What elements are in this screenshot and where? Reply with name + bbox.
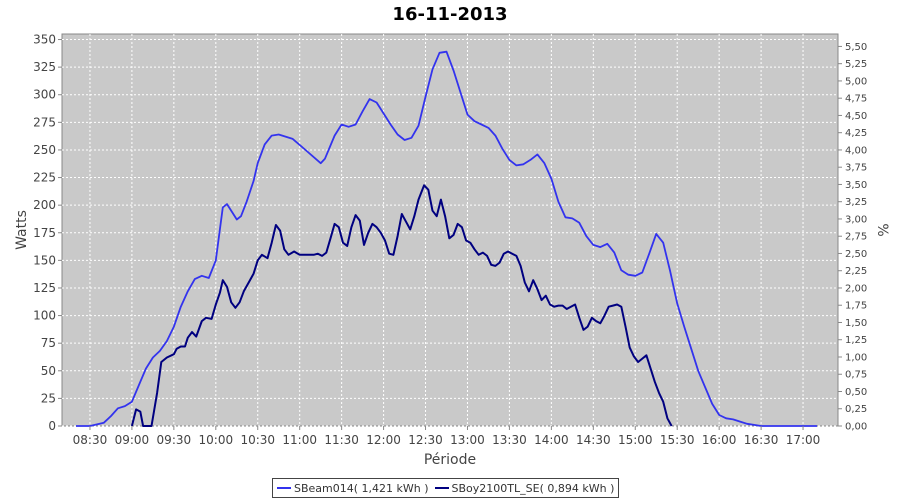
- y2-tick-label: 1,25: [845, 335, 867, 346]
- x-tick-label: 17:00: [786, 433, 821, 447]
- legend: SBeam014( 1,421 kWh ) SBoy2100TL_SE( 0,8…: [272, 478, 620, 498]
- y2-tick-label: 1,75: [845, 301, 867, 312]
- x-tick-label: 11:30: [324, 433, 359, 447]
- y-tick-label: 125: [33, 281, 56, 295]
- x-tick-label: 12:00: [366, 433, 401, 447]
- y-tick-label: 300: [33, 88, 56, 102]
- x-tick-label: 09:00: [115, 433, 150, 447]
- y-tick-label: 175: [33, 226, 56, 240]
- y2-tick-label: 4,50: [845, 111, 867, 122]
- y2-tick-label: 5,25: [845, 59, 867, 70]
- y2-tick-label: 3,50: [845, 180, 867, 191]
- grid-lines: [62, 34, 838, 427]
- y2-tick-label: 0,75: [845, 370, 867, 381]
- plot-area: [61, 33, 839, 427]
- x-tick-label: 12:30: [408, 433, 443, 447]
- x-tick-label: 16:00: [702, 433, 737, 447]
- x-tick-label: 15:00: [618, 433, 653, 447]
- y-tick-label: 225: [33, 171, 56, 185]
- y2-axis-label: %: [874, 223, 890, 236]
- x-tick-label: 14:00: [534, 433, 569, 447]
- x-tick-label: 13:30: [492, 433, 527, 447]
- y-tick-label: 325: [33, 60, 56, 74]
- y2-tick-label: 0,25: [845, 404, 867, 415]
- y-tick-label: 25: [41, 391, 56, 405]
- y2-tick-label: 2,00: [845, 283, 867, 294]
- y-tick-label: 350: [33, 33, 56, 47]
- series-line-2: [130, 184, 673, 427]
- legend-label-series-2: SBoy2100TL_SE( 0,894 kWh ): [451, 481, 615, 495]
- y-tick-label: 200: [33, 198, 56, 212]
- legend-swatch-series-1: [277, 487, 291, 489]
- x-tick-label: 09:30: [157, 433, 192, 447]
- y2-tick-label: 3,00: [845, 214, 867, 225]
- y2-tick-label: 0,50: [845, 387, 867, 398]
- series-line-1: [76, 50, 817, 427]
- x-tick-label: 13:00: [450, 433, 485, 447]
- y-tick-label: 275: [33, 115, 56, 129]
- y-tick-label: 150: [33, 253, 56, 267]
- y2-tick-label: 2,50: [845, 249, 867, 260]
- axes: 0 25 50 75 100 125 150 175 200 225 250 275 300 325 350…: [33, 33, 867, 447]
- x-tick-label: 14:30: [576, 433, 611, 447]
- y2-tick-label: 4,00: [845, 145, 867, 156]
- y-tick-label: 50: [41, 364, 56, 378]
- series-lines: [76, 50, 817, 427]
- y2-tick-label: 1,50: [845, 318, 867, 329]
- legend-swatch-series-2: [434, 487, 449, 489]
- y-tick-label: 75: [41, 336, 56, 350]
- y-tick-label: 0: [48, 419, 56, 433]
- y2-tick-label: 2,75: [845, 232, 867, 243]
- x-tick-label: 15:30: [660, 433, 695, 447]
- y2-tick-label: 5,50: [845, 42, 867, 53]
- y2-tick-label: 0,00: [845, 422, 867, 433]
- y2-tick-label: 3,75: [845, 163, 867, 174]
- y-axis-label: Watts: [14, 210, 30, 250]
- y-tick-label: 250: [33, 143, 56, 157]
- y2-tick-label: 4,75: [845, 94, 867, 105]
- legend-item-series-1: SBeam014( 1,421 kWh ): [277, 482, 429, 495]
- x-tick-label: 11:00: [282, 433, 317, 447]
- chart-title: 16-11-2013: [392, 4, 507, 25]
- y2-tick-label: 4,25: [845, 128, 867, 139]
- legend-item-series-2: SBoy2100TL_SE( 0,894 kWh ): [434, 481, 615, 495]
- x-tick-label: 16:30: [744, 433, 779, 447]
- x-tick-label: 08:30: [73, 433, 108, 447]
- y2-tick-label: 3,25: [845, 197, 867, 208]
- y2-tick-label: 2,25: [845, 266, 867, 277]
- legend-label-series-1: SBeam014( 1,421 kWh ): [294, 481, 429, 495]
- y2-tick-label: 1,00: [845, 352, 867, 363]
- x-tick-label: 10:00: [199, 433, 234, 447]
- x-tick-label: 10:30: [240, 433, 275, 447]
- x-axis-label: Période: [424, 452, 476, 468]
- y2-tick-label: 5,00: [845, 76, 867, 87]
- y-tick-label: 100: [33, 309, 56, 323]
